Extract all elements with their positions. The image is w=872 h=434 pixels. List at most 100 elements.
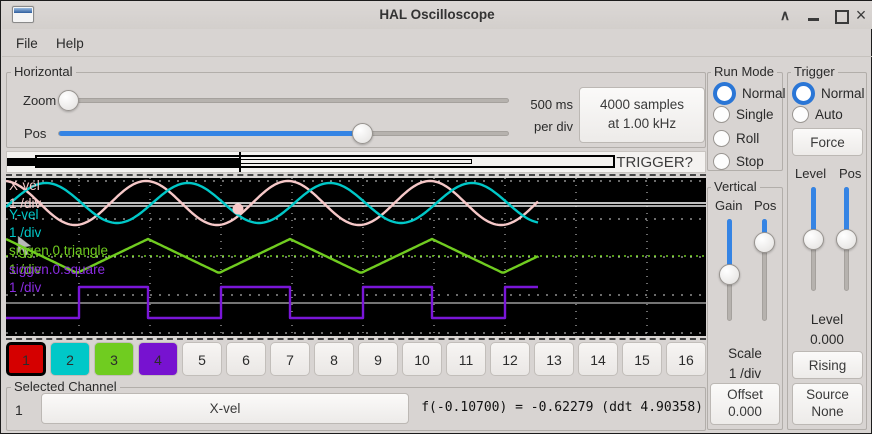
selected-channel-title: Selected Channel — [11, 380, 120, 394]
trigger-level-slider-handle[interactable] — [803, 229, 824, 250]
source-button[interactable]: Source None — [792, 383, 863, 425]
rate-line1: 500 ms — [530, 97, 573, 112]
horizontal-group — [6, 72, 706, 148]
scope-focus-top — [6, 174, 706, 176]
trigger-pos-slider-fill — [844, 187, 849, 239]
channel-button[interactable]: 6 — [226, 342, 266, 376]
channel-button[interactable]: 15 — [622, 342, 662, 376]
selected-channel-number: 1 — [15, 402, 23, 418]
title-bar: HAL Oscilloscope ∧ × — [2, 1, 872, 29]
force-button[interactable]: Force — [792, 128, 863, 156]
scope-canvas[interactable]: X-vel 1 /div Y-vel 1 /div siggen.0.trian… — [6, 178, 706, 336]
trigger-position-marker[interactable] — [239, 152, 241, 172]
trigger-pos-label: Pos — [839, 166, 862, 181]
radio-label: Roll — [736, 131, 760, 146]
channel-button[interactable]: 11 — [446, 342, 486, 376]
vertical-pos-slider-handle[interactable] — [754, 232, 775, 253]
samples-button[interactable]: 4000 samples at 1.00 kHz — [579, 87, 705, 143]
offset-line2: 0.000 — [728, 404, 762, 419]
radio-icon — [713, 130, 730, 147]
progress-inner-bar — [239, 159, 472, 164]
menu-file[interactable]: File — [16, 36, 38, 51]
radio-icon — [792, 82, 815, 105]
window-icon-stripe — [14, 8, 32, 13]
channel-button[interactable]: 9 — [358, 342, 398, 376]
scale-value: 1 /div — [728, 366, 762, 381]
radio-icon — [792, 106, 809, 123]
trigger-pos-slider-handle[interactable] — [836, 229, 857, 250]
trace-label-ch4: siggen.0.square — [9, 262, 106, 277]
minimize-button[interactable] — [803, 5, 825, 25]
trigger-auto[interactable]: Auto — [792, 106, 843, 123]
radio-label: Normal — [742, 86, 786, 101]
radio-icon — [713, 82, 736, 105]
radio-label: Normal — [821, 86, 865, 101]
shade-button[interactable]: ∧ — [774, 5, 796, 25]
channel-button[interactable]: 16 — [666, 342, 706, 376]
samples-line2: at 1.00 kHz — [607, 116, 677, 131]
window-icon[interactable] — [12, 6, 34, 23]
channel-button[interactable]: 13 — [534, 342, 574, 376]
edge-button[interactable]: Rising — [792, 351, 863, 379]
run-mode-title: Run Mode — [711, 65, 777, 79]
run-mode-normal[interactable]: Normal — [713, 82, 786, 105]
run-mode-stop[interactable]: Stop — [713, 153, 764, 170]
offset-button[interactable]: Offset 0.000 — [710, 383, 780, 425]
trigger-point-dot — [232, 203, 244, 215]
radio-label: Single — [736, 107, 774, 122]
gain-slider-fill — [727, 219, 732, 274]
horizontal-group-title: Horizontal — [11, 65, 76, 79]
trace-label-ch3: siggen.0.triangle — [9, 243, 109, 258]
trace-label-ch2: Y-vel — [9, 207, 39, 222]
radio-label: Auto — [815, 107, 843, 122]
trigger-normal[interactable]: Normal — [792, 82, 865, 105]
scale-caption: Scale — [728, 346, 762, 361]
radio-icon — [713, 106, 730, 123]
channel-button[interactable]: 8 — [314, 342, 354, 376]
channel-button[interactable]: 12 — [490, 342, 530, 376]
channel-button[interactable]: 14 — [578, 342, 618, 376]
maximize-button[interactable] — [830, 5, 852, 25]
shade-icon: ∧ — [779, 7, 791, 23]
channel-readout: f(-0.10700) = -0.62279 (ddt 4.90358) — [421, 400, 703, 415]
zoom-slider-handle[interactable] — [58, 90, 79, 111]
samples-line1: 4000 samples — [599, 97, 685, 112]
channel-button[interactable]: 1 — [6, 342, 46, 376]
channel-button[interactable]: 2 — [50, 342, 90, 376]
close-button[interactable]: × — [850, 5, 872, 25]
trace-scale-ch4: 1 /div — [9, 280, 42, 295]
menu-bar: File Help — [2, 29, 872, 57]
channel-button[interactable]: 7 — [270, 342, 310, 376]
channel-button-row: 1 2 3 4 5 6 7 8 9 10 11 12 13 14 15 16 — [6, 342, 706, 376]
vertical-pos-label: Pos — [754, 198, 777, 213]
trigger-level-slider-fill — [811, 187, 816, 239]
channel-button[interactable]: 4 — [138, 342, 178, 376]
trace-label-ch1: X-vel — [9, 178, 40, 193]
gain-label: Gain — [715, 198, 743, 213]
radio-icon — [713, 153, 730, 170]
rate-line2: per div — [533, 119, 573, 134]
menu-help[interactable]: Help — [56, 36, 84, 51]
zoom-slider-track[interactable] — [58, 98, 509, 103]
close-icon: × — [855, 5, 867, 25]
trigger-group-title: Trigger — [791, 65, 838, 79]
source-line1: Source — [806, 387, 849, 402]
pos-slider-fill — [59, 131, 354, 136]
gain-slider-handle[interactable] — [719, 264, 740, 285]
window-title: HAL Oscilloscope — [379, 7, 495, 22]
channel-source-button[interactable]: X-vel — [41, 393, 409, 424]
trace-scale-ch3: 1 /div — [9, 262, 42, 277]
zoom-label: Zoom — [23, 93, 57, 108]
maximize-icon — [835, 10, 849, 24]
run-mode-single[interactable]: Single — [713, 106, 774, 123]
run-mode-roll[interactable]: Roll — [713, 130, 759, 147]
channel-button[interactable]: 5 — [182, 342, 222, 376]
selected-channel-group — [6, 387, 706, 431]
trace-scale-ch1: 1 /div — [9, 196, 42, 211]
vertical-group-title: Vertical — [711, 180, 760, 194]
channel-button[interactable]: 10 — [402, 342, 442, 376]
level-value: 0.000 — [810, 332, 844, 347]
channel-button[interactable]: 3 — [94, 342, 134, 376]
progress-filled-bar — [7, 158, 239, 166]
trace-scale-ch2: 1 /div — [9, 225, 42, 240]
